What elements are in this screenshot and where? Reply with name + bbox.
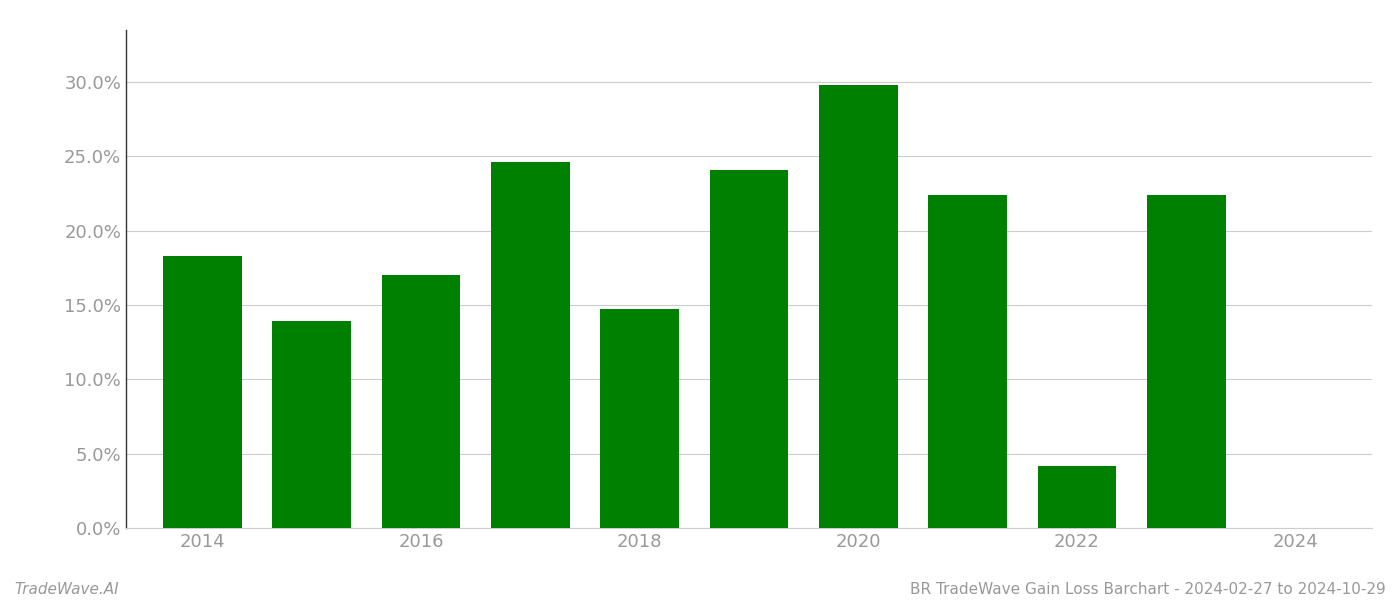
Bar (382, 275, 461, 528)
Bar (1037, 466, 1116, 528)
Bar (164, 256, 242, 528)
Bar (273, 322, 351, 528)
Bar (491, 163, 570, 528)
Bar (928, 195, 1007, 528)
Bar (1147, 195, 1225, 528)
Text: TradeWave.AI: TradeWave.AI (14, 582, 119, 597)
Bar (601, 310, 679, 528)
Bar (819, 85, 897, 528)
Text: BR TradeWave Gain Loss Barchart - 2024-02-27 to 2024-10-29: BR TradeWave Gain Loss Barchart - 2024-0… (910, 582, 1386, 597)
Bar (710, 170, 788, 528)
